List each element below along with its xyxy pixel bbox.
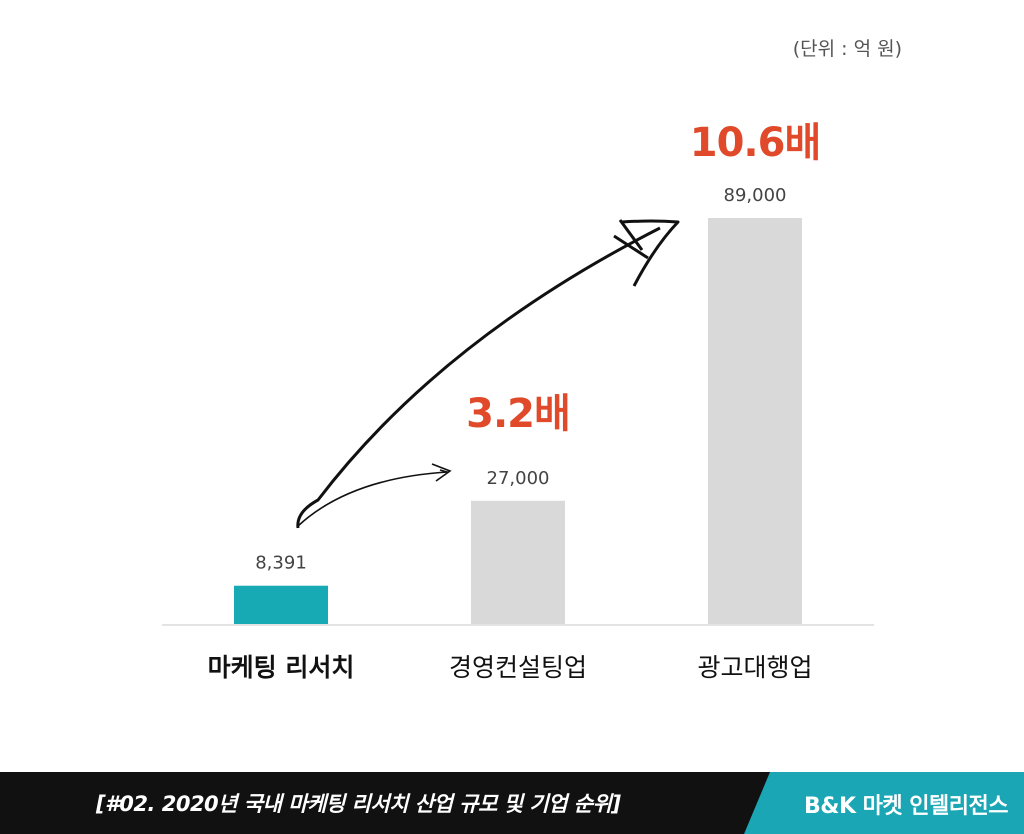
- arrows-group: [296, 219, 680, 529]
- footer-title: [#02. 2020년 국내 마케팅 리서치 산업 규모 및 기업 순위]: [96, 792, 621, 816]
- category-label-advertising-agency: 광고대행업: [697, 653, 812, 682]
- bar-marketing-research: [234, 585, 328, 624]
- bar-advertising-agency: [708, 218, 802, 624]
- multiplier-annotation-advertising-agency: 10.6배: [690, 120, 821, 166]
- multiplier-annotation-management-consulting: 3.2배: [466, 391, 570, 437]
- labels-group: 8,391 마케팅 리서치 27,000 경영컨설팅업 89,000 광고대행업 3.2배 1…: [208, 120, 822, 682]
- footer-bar: [#02. 2020년 국내 마케팅 리서치 산업 규모 및 기업 순위] B&…: [0, 772, 1024, 834]
- category-label-marketing-research: 마케팅 리서치: [208, 653, 355, 682]
- bar-chart: 8,391 마케팅 리서치 27,000 경영컨설팅업 89,000 광고대행업 3.2배 1…: [162, 120, 874, 682]
- brand-label: B&K 마켓 인텔리전스: [803, 794, 1009, 819]
- value-label-advertising-agency: 89,000: [724, 185, 787, 206]
- value-label-marketing-research: 8,391: [255, 553, 307, 574]
- unit-label: (단위 : 억 원): [792, 38, 902, 60]
- category-label-management-consulting: 경영컨설팅업: [449, 653, 587, 682]
- value-label-management-consulting: 27,000: [487, 468, 550, 489]
- arrow-small: [297, 471, 449, 527]
- arrow-large: [296, 226, 661, 529]
- arrow-large-head: [613, 219, 680, 287]
- bar-management-consulting: [471, 500, 565, 624]
- arrow-small-head: [431, 463, 452, 482]
- brand-badge: B&K 마켓 인텔리전스: [744, 772, 1024, 834]
- bars-group: [234, 218, 802, 624]
